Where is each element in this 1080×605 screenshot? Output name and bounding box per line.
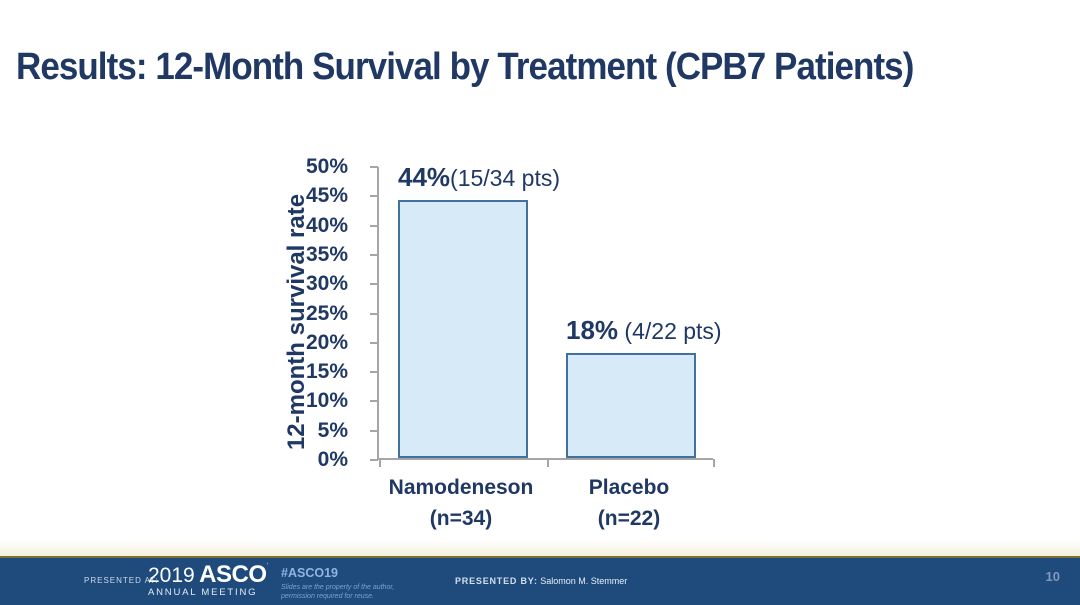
- y-tick-mark: [370, 371, 378, 374]
- bar-value-annotation: 44%(15/34 pts): [398, 162, 560, 193]
- plot-area: 44%(15/34 pts) 18% (4/22 pts): [370, 162, 722, 467]
- x-category-n: (n=22): [597, 507, 661, 530]
- y-tick-label: 50%: [305, 155, 348, 178]
- y-tick-label: 10%: [305, 389, 348, 413]
- y-tick-label: 35%: [305, 242, 348, 266]
- y-tick-label: 15%: [305, 360, 348, 384]
- slide-disclaimer: Slides are the property of the author, p…: [281, 583, 394, 601]
- y-tick-mark: [370, 459, 378, 461]
- asco-annual-meeting-logo: 2019 ASCOʼ ANNUAL MEETING: [148, 563, 268, 598]
- hashtag-block: #ASCO19 Slides are the property of the a…: [281, 566, 394, 601]
- presented-by-name: Salomon M. Stemmer: [540, 576, 628, 586]
- y-tick-mark: [370, 312, 378, 315]
- y-tick-label: 30%: [305, 272, 348, 296]
- y-tick-label: 20%: [305, 330, 348, 354]
- bar-placebo: [566, 352, 696, 458]
- x-tick-mark: [713, 459, 715, 467]
- y-tick-label: 45%: [305, 184, 348, 208]
- presented-at-label: PRESENTED AT:: [84, 576, 159, 585]
- x-tick-mark: [547, 459, 549, 467]
- x-axis-category-labels: Namodeneson (n=34) Placebo (n=22): [377, 472, 713, 542]
- y-tick-mark: [370, 224, 378, 227]
- x-category-name: Placebo: [588, 476, 670, 499]
- x-category-name: Namodeneson: [388, 476, 534, 499]
- asco-logo-line1: 2019 ASCOʼ: [148, 563, 268, 587]
- y-tick-mark: [370, 429, 378, 432]
- slide-title: Results: 12-Month Survival by Treatment …: [16, 46, 914, 88]
- presented-by-label: PRESENTED BY:: [455, 576, 538, 586]
- x-category-label: Namodeneson (n=34): [389, 472, 534, 534]
- footer-cream-strip: [0, 540, 1080, 556]
- y-tick-mark: [370, 166, 378, 168]
- x-tick-mark: [379, 459, 381, 467]
- y-tick-mark: [370, 283, 378, 286]
- disclaimer-line-2: permission required for reuse.: [281, 593, 374, 600]
- footer-gold-divider: [0, 556, 1080, 558]
- x-category-label: Placebo (n=22): [589, 472, 670, 534]
- y-axis-tick-labels: 0% 5% 10% 15% 20% 25% 30% 35% 40% 45% 50%: [290, 155, 362, 471]
- asco-logo-trademark: ʼ: [266, 562, 269, 571]
- hashtag-label: #ASCO19: [281, 566, 338, 580]
- y-tick-mark: [370, 195, 378, 198]
- bar-namodeneson: [398, 200, 528, 458]
- asco-logo-name: ASCO: [199, 561, 267, 588]
- y-tick-mark: [370, 400, 378, 403]
- presented-by: PRESENTED BY: Salomon M. Stemmer: [455, 576, 627, 586]
- y-tick-label: 5%: [317, 418, 348, 442]
- y-tick-label: 25%: [305, 301, 348, 325]
- asco-logo-year: 2019: [148, 564, 195, 587]
- x-category-n: (n=34): [429, 507, 493, 530]
- disclaimer-line-1: Slides are the property of the author,: [281, 584, 395, 591]
- footer-bar: PRESENTED AT: 2019 ASCOʼ ANNUAL MEETING …: [0, 558, 1080, 605]
- page-number: 10: [1045, 569, 1060, 584]
- bar-value-percent: 44%: [398, 162, 451, 193]
- bar-value-detail: (15/34 pts): [450, 165, 560, 192]
- bar-value-percent: 18%: [566, 314, 619, 345]
- bar-value-detail: (4/22 pts): [618, 317, 722, 344]
- y-tick-label: 40%: [305, 213, 348, 237]
- y-tick-label: 0%: [317, 448, 348, 471]
- bar-value-annotation: 18% (4/22 pts): [566, 315, 722, 346]
- asco-logo-subtitle: ANNUAL MEETING: [148, 587, 258, 598]
- y-tick-mark: [370, 253, 378, 256]
- y-tick-mark: [370, 341, 378, 344]
